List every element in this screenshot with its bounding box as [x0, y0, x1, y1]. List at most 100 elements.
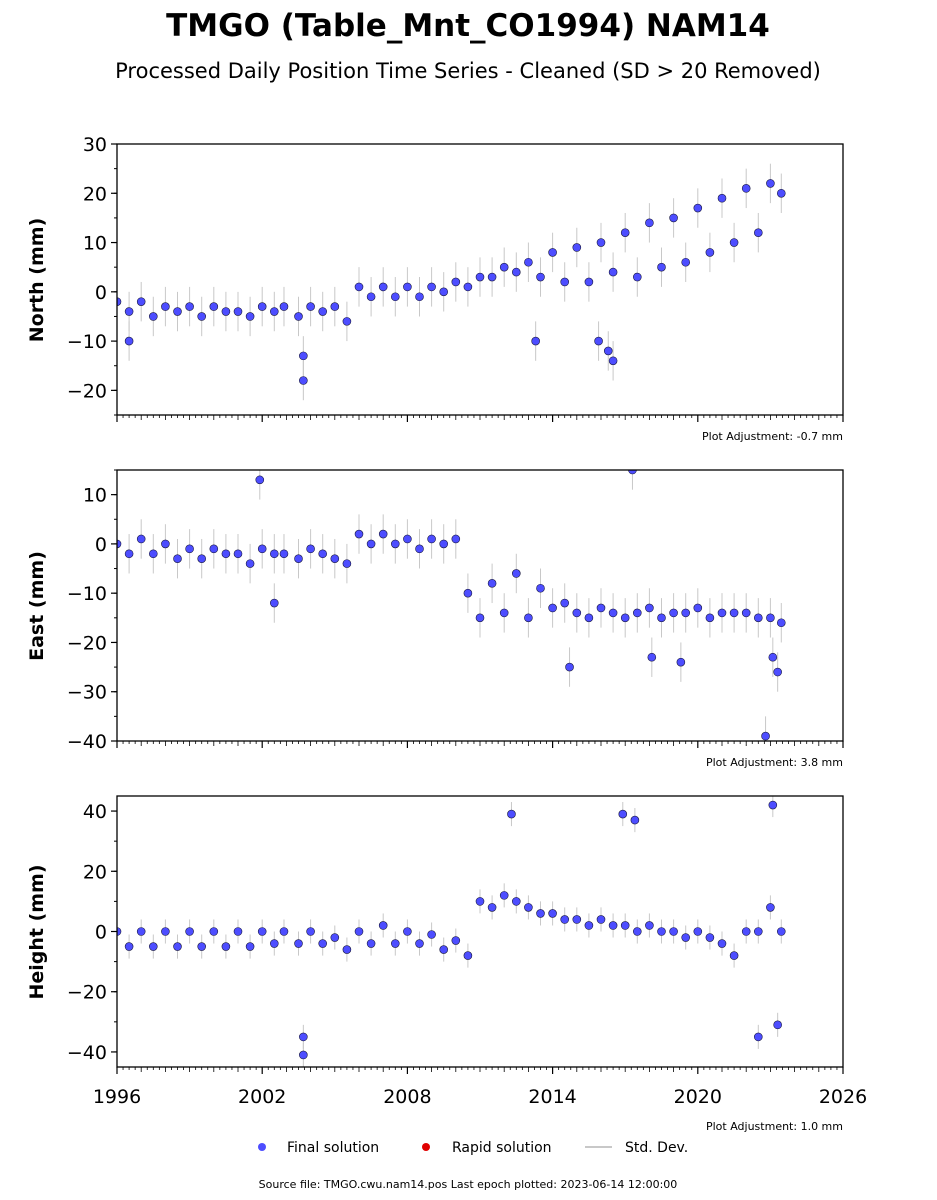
height-x-tick-label: 2008 — [383, 1086, 431, 1108]
east-point — [773, 667, 782, 677]
east-point — [245, 559, 255, 568]
height-y-tick-label: −20 — [67, 982, 107, 1004]
east-point — [776, 618, 786, 628]
legend-final-marker — [258, 1143, 266, 1151]
east-point — [209, 544, 219, 554]
east-point — [354, 529, 364, 539]
east-point — [378, 529, 388, 539]
north-point — [693, 203, 703, 213]
east-y-tick-label: 10 — [83, 485, 107, 507]
north-point — [608, 356, 618, 366]
north-point — [161, 302, 170, 311]
height-point — [294, 939, 303, 948]
east-panel: −40 −30 −20 −10 0 10 East (mm) Plot Adjustment:… — [26, 469, 844, 769]
north-y-tick-label: 30 — [83, 134, 107, 156]
north-point — [487, 272, 497, 282]
east-point — [693, 603, 703, 613]
east-point — [620, 613, 630, 623]
north-point — [511, 267, 521, 277]
north-point — [439, 287, 449, 297]
north-point — [306, 302, 315, 311]
height-point — [354, 927, 364, 936]
north-point — [299, 351, 308, 361]
north-point — [136, 297, 146, 306]
east-point — [306, 544, 315, 554]
height-y-tick-label: 20 — [83, 861, 107, 883]
height-point — [645, 921, 654, 930]
height-point — [681, 933, 691, 942]
height-point — [366, 939, 376, 948]
height-x-tick-label: 1996 — [93, 1086, 141, 1108]
north-point — [415, 292, 424, 302]
east-point — [565, 662, 574, 672]
east-point — [161, 539, 170, 549]
north-point — [594, 336, 603, 346]
north-point — [475, 272, 485, 282]
height-point — [729, 951, 739, 960]
east-point — [761, 731, 770, 741]
east-point — [149, 549, 158, 559]
north-point — [536, 272, 545, 282]
height-point — [753, 927, 763, 936]
east-point — [729, 608, 739, 618]
north-point — [257, 302, 267, 311]
north-point — [366, 292, 376, 302]
height-point — [279, 927, 289, 936]
chart-title: TMGO (Table_Mnt_CO1994) NAM14 — [166, 8, 770, 44]
north-point — [603, 346, 613, 356]
north-point — [608, 267, 618, 277]
height-point — [403, 927, 412, 936]
height-point — [507, 809, 516, 819]
height-y-tick-label: 0 — [95, 922, 107, 944]
east-point — [451, 534, 461, 544]
east-point — [632, 608, 642, 618]
height-point — [657, 927, 666, 936]
north-point — [560, 277, 570, 287]
height-point — [768, 800, 778, 810]
north-y-tick-label: −20 — [67, 380, 107, 402]
height-point — [439, 945, 449, 954]
east-point — [255, 475, 265, 485]
east-point — [608, 608, 618, 618]
east-point — [676, 657, 686, 667]
east-point — [766, 613, 775, 623]
height-point — [766, 903, 775, 912]
height-point — [560, 915, 570, 924]
height-point — [149, 942, 158, 951]
height-point — [693, 927, 703, 936]
east-point — [753, 613, 763, 623]
east-point — [628, 470, 637, 475]
east-point — [439, 539, 449, 549]
north-point — [124, 336, 134, 346]
east-point — [705, 613, 715, 623]
north-y-tick-label: 20 — [83, 183, 107, 205]
east-point — [645, 603, 654, 613]
east-point — [475, 613, 485, 623]
legend-std-label: Std. Dev. — [625, 1140, 688, 1156]
east-point — [572, 608, 582, 618]
height-point — [487, 903, 497, 912]
north-point — [531, 336, 540, 346]
north-point — [342, 317, 352, 326]
north-point — [185, 302, 194, 311]
east-point — [403, 534, 412, 544]
north-point — [669, 213, 678, 223]
north-point — [299, 376, 308, 385]
east-point — [257, 544, 267, 554]
east-plot-area — [117, 470, 786, 741]
east-point — [768, 652, 778, 662]
height-plot-area — [117, 796, 786, 1067]
east-point — [269, 598, 279, 608]
north-point — [741, 184, 751, 193]
height-point — [608, 921, 618, 930]
east-point — [584, 613, 594, 623]
height-point — [173, 942, 182, 951]
height-frame — [116, 795, 844, 1068]
legend: Final solution Rapid solution Std. Dev. — [258, 1140, 688, 1156]
north-point — [499, 262, 509, 272]
height-x-tick-label: 2020 — [674, 1086, 722, 1108]
height-point — [342, 945, 352, 954]
east-point — [117, 539, 122, 549]
height-point — [499, 891, 509, 900]
north-point — [279, 302, 289, 311]
